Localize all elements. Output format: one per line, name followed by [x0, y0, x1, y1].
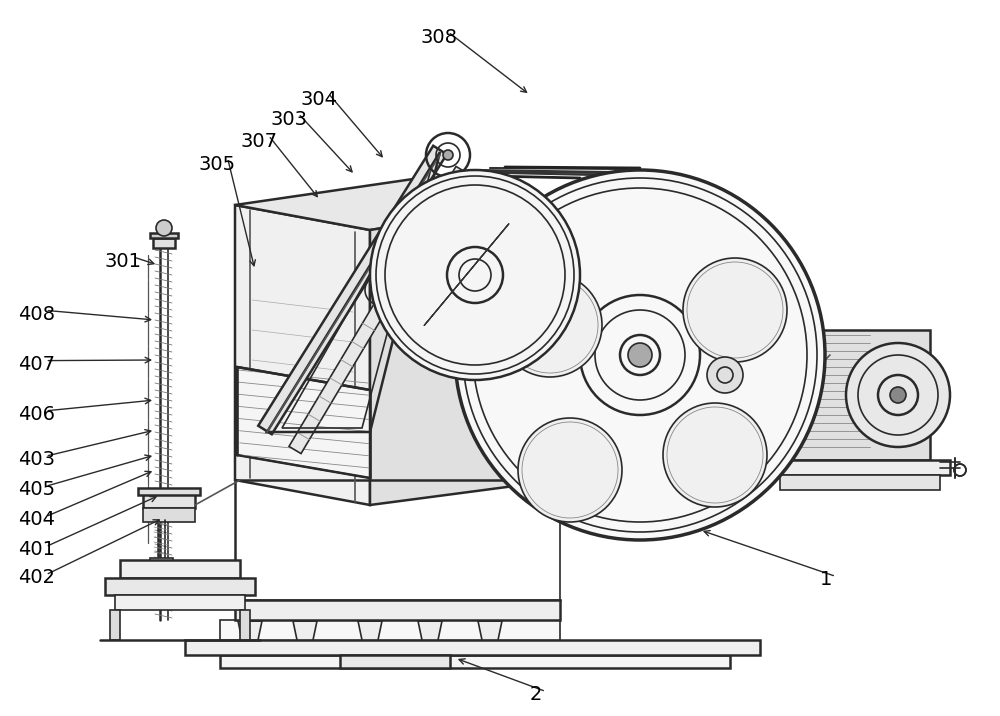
Text: 307: 307 [240, 132, 277, 151]
Polygon shape [780, 475, 940, 490]
Circle shape [498, 273, 602, 377]
Text: 303: 303 [270, 110, 307, 129]
Polygon shape [220, 655, 730, 668]
Circle shape [846, 343, 950, 447]
Text: 408: 408 [18, 305, 55, 324]
Circle shape [370, 170, 580, 380]
Polygon shape [258, 146, 447, 434]
Text: 2: 2 [530, 685, 542, 704]
Polygon shape [237, 367, 370, 478]
Text: 401: 401 [18, 540, 55, 559]
Polygon shape [238, 621, 262, 640]
Text: 402: 402 [18, 568, 55, 587]
Circle shape [518, 418, 622, 522]
Polygon shape [110, 610, 120, 640]
Text: 301: 301 [105, 252, 142, 271]
Polygon shape [143, 508, 195, 522]
Text: 304: 304 [300, 90, 337, 109]
Circle shape [707, 357, 743, 393]
Polygon shape [358, 621, 382, 640]
Polygon shape [185, 640, 760, 655]
Circle shape [683, 258, 787, 362]
Circle shape [156, 220, 172, 236]
Polygon shape [138, 488, 200, 495]
Polygon shape [220, 620, 560, 640]
Polygon shape [790, 330, 930, 460]
Polygon shape [478, 621, 502, 640]
Polygon shape [105, 578, 255, 595]
Circle shape [455, 170, 825, 540]
Polygon shape [153, 238, 175, 248]
Text: 403: 403 [18, 450, 55, 469]
Polygon shape [120, 560, 240, 578]
Text: 405: 405 [18, 480, 55, 499]
Polygon shape [293, 621, 317, 640]
Circle shape [890, 387, 906, 403]
Polygon shape [418, 621, 442, 640]
Circle shape [628, 343, 652, 367]
Circle shape [443, 150, 453, 160]
Polygon shape [289, 166, 468, 453]
Polygon shape [235, 600, 560, 620]
Polygon shape [240, 610, 250, 640]
Circle shape [663, 403, 767, 507]
Text: 404: 404 [18, 510, 55, 529]
Text: 407: 407 [18, 355, 55, 374]
Polygon shape [235, 205, 370, 505]
Text: 406: 406 [18, 405, 55, 424]
Polygon shape [235, 178, 560, 230]
Text: 1: 1 [820, 570, 832, 589]
Polygon shape [150, 233, 178, 238]
Polygon shape [340, 655, 450, 668]
Polygon shape [115, 595, 245, 610]
Polygon shape [760, 460, 950, 475]
Polygon shape [143, 490, 195, 508]
Text: 305: 305 [198, 155, 235, 174]
Polygon shape [370, 200, 560, 505]
Text: 308: 308 [420, 28, 457, 47]
Polygon shape [150, 558, 173, 568]
